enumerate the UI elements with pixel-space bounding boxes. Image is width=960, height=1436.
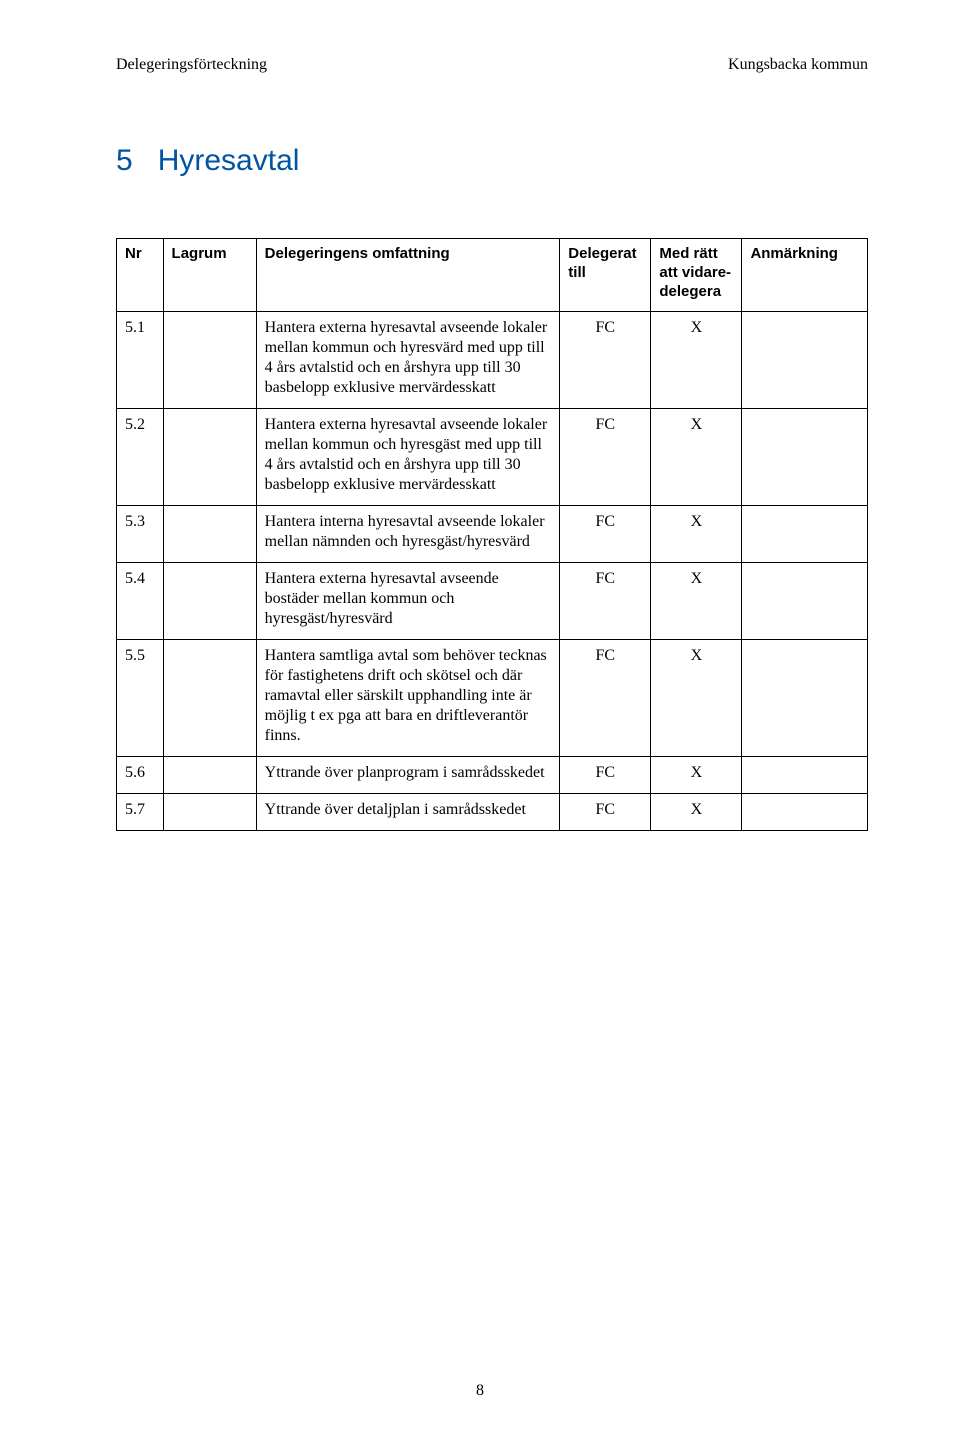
cell-lagrum: [163, 794, 256, 831]
cell-nr: 5.2: [117, 409, 164, 506]
cell-omfattning: Hantera externa hyresavtal avseende bost…: [256, 563, 560, 640]
col-nr: Nr: [117, 239, 164, 312]
table-row: 5.6 Yttrande över planprogram i samrådss…: [117, 757, 868, 794]
col-lagrum: Lagrum: [163, 239, 256, 312]
cell-vidare: X: [651, 312, 742, 409]
cell-delegerat: FC: [560, 640, 651, 757]
cell-omfattning: Hantera externa hyresavtal avseende loka…: [256, 312, 560, 409]
cell-omfattning: Yttrande över detaljplan i samrådsskedet: [256, 794, 560, 831]
cell-lagrum: [163, 757, 256, 794]
cell-delegerat: FC: [560, 757, 651, 794]
table-row: 5.5 Hantera samtliga avtal som behöver t…: [117, 640, 868, 757]
cell-delegerat: FC: [560, 312, 651, 409]
cell-anm: [742, 794, 868, 831]
cell-nr: 5.3: [117, 506, 164, 563]
cell-lagrum: [163, 312, 256, 409]
cell-vidare: X: [651, 794, 742, 831]
cell-omfattning: Hantera samtliga avtal som behöver teckn…: [256, 640, 560, 757]
table-header-row: Nr Lagrum Delegeringens omfattning Deleg…: [117, 239, 868, 312]
cell-delegerat: FC: [560, 506, 651, 563]
cell-lagrum: [163, 506, 256, 563]
cell-vidare: X: [651, 409, 742, 506]
table-row: 5.1 Hantera externa hyresavtal avseende …: [117, 312, 868, 409]
cell-omfattning: Yttrande över planprogram i samrådsskede…: [256, 757, 560, 794]
section-number: 5: [116, 144, 133, 177]
cell-lagrum: [163, 409, 256, 506]
cell-vidare: X: [651, 640, 742, 757]
cell-delegerat: FC: [560, 409, 651, 506]
table-row: 5.4 Hantera externa hyresavtal avseende …: [117, 563, 868, 640]
cell-lagrum: [163, 563, 256, 640]
cell-vidare: X: [651, 757, 742, 794]
section-heading: 5 Hyresavtal: [116, 144, 868, 178]
cell-anm: [742, 563, 868, 640]
col-omfattning: Delegeringens omfattning: [256, 239, 560, 312]
cell-anm: [742, 312, 868, 409]
cell-omfattning: Hantera externa hyresavtal avseende loka…: [256, 409, 560, 506]
running-header: Delegeringsförteckning Kungsbacka kommun: [116, 56, 868, 74]
table-row: 5.7 Yttrande över detaljplan i samrådssk…: [117, 794, 868, 831]
cell-nr: 5.4: [117, 563, 164, 640]
page-number: 8: [0, 1382, 960, 1400]
cell-nr: 5.5: [117, 640, 164, 757]
cell-vidare: X: [651, 563, 742, 640]
cell-omfattning: Hantera interna hyresavtal avseende loka…: [256, 506, 560, 563]
cell-nr: 5.1: [117, 312, 164, 409]
cell-anm: [742, 409, 868, 506]
section-title: Hyresavtal: [158, 144, 300, 177]
header-left: Delegeringsförteckning: [116, 56, 267, 74]
col-delegerat: Delegerat till: [560, 239, 651, 312]
cell-vidare: X: [651, 506, 742, 563]
cell-lagrum: [163, 640, 256, 757]
cell-delegerat: FC: [560, 563, 651, 640]
delegation-table: Nr Lagrum Delegeringens omfattning Deleg…: [116, 238, 868, 831]
table-row: 5.2 Hantera externa hyresavtal avseende …: [117, 409, 868, 506]
cell-anm: [742, 757, 868, 794]
page: Delegeringsförteckning Kungsbacka kommun…: [0, 0, 960, 1436]
table-row: 5.3 Hantera interna hyresavtal avseende …: [117, 506, 868, 563]
cell-delegerat: FC: [560, 794, 651, 831]
cell-anm: [742, 506, 868, 563]
cell-nr: 5.6: [117, 757, 164, 794]
col-vidare: Med rätt att vidare-delegera: [651, 239, 742, 312]
header-right: Kungsbacka kommun: [728, 56, 868, 74]
cell-nr: 5.7: [117, 794, 164, 831]
cell-anm: [742, 640, 868, 757]
col-anmarkning: Anmärkning: [742, 239, 868, 312]
